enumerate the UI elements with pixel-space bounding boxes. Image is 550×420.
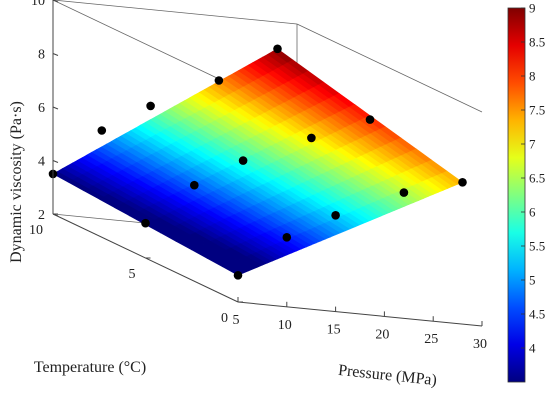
data-point (97, 126, 107, 135)
z-tick-mark (52, 106, 59, 110)
data-point (307, 133, 316, 143)
data-point (399, 188, 409, 197)
z-tick-mark (52, 0, 59, 3)
data-point (282, 233, 292, 242)
colorbar-tick-label: 9 (529, 1, 536, 16)
colorbar-tick-label: 8.5 (529, 35, 545, 50)
y-tick-label: 10 (29, 223, 43, 238)
x-tick-label: 25 (424, 332, 438, 347)
colorbar-tick-label: 5 (529, 273, 536, 288)
x-tick-label: 30 (473, 337, 487, 352)
data-point (238, 156, 248, 165)
colorbar-bar (507, 7, 526, 383)
y-axis-label: Temperature (°C) (34, 359, 146, 376)
z-tick-label: 6 (38, 101, 45, 116)
z-tick-label: 4 (38, 155, 45, 170)
z-tick-label: 8 (38, 48, 45, 63)
x-tick-label: 5 (233, 313, 240, 328)
z-tick-mark (52, 53, 59, 56)
z-tick-mark (52, 213, 59, 217)
box-edge (296, 23, 483, 113)
z-axis-label: Dynamic viscosity (Pa·s) (8, 101, 25, 263)
colorbar-tick-label: 5.5 (529, 239, 545, 254)
data-point (273, 44, 282, 54)
colorbar-tick-label: 4.5 (529, 307, 545, 322)
data-point (331, 211, 340, 220)
z-tick-mark (52, 160, 59, 163)
data-point (141, 218, 150, 228)
colorbar-tick-label: 7 (529, 137, 536, 152)
surface (52, 48, 464, 276)
box-edge (52, 0, 298, 25)
x-tick-label: 10 (278, 318, 292, 333)
colorbar: 4 4.5 5 5.5 6 6.5 7 7.5 8 8.5 9 (507, 1, 545, 383)
colorbar-tick-label: 4 (529, 341, 536, 356)
data-points (48, 44, 467, 280)
data-point (146, 101, 155, 111)
data-point (190, 180, 199, 190)
colorbar-tick-label: 6 (529, 205, 536, 220)
x-tick-label: 15 (327, 323, 341, 338)
x-axis-label: Pressure (MPa) (337, 362, 437, 389)
data-point (458, 178, 467, 187)
z-tick-label: 10 (31, 0, 45, 9)
x-axis-line (237, 301, 483, 327)
data-point (233, 271, 243, 280)
box-edge (52, 0, 239, 89)
y-tick-label: 0 (221, 311, 228, 326)
data-point (365, 115, 375, 124)
y-tick-label: 5 (129, 267, 136, 282)
colorbar-tick-label: 7.5 (529, 103, 545, 118)
colorbar-tick-label: 8 (529, 69, 536, 84)
z-tick-label: 2 (38, 208, 45, 223)
colorbar-tick-label: 6.5 (529, 171, 545, 186)
data-point (214, 76, 224, 85)
x-tick-label: 20 (375, 327, 389, 342)
